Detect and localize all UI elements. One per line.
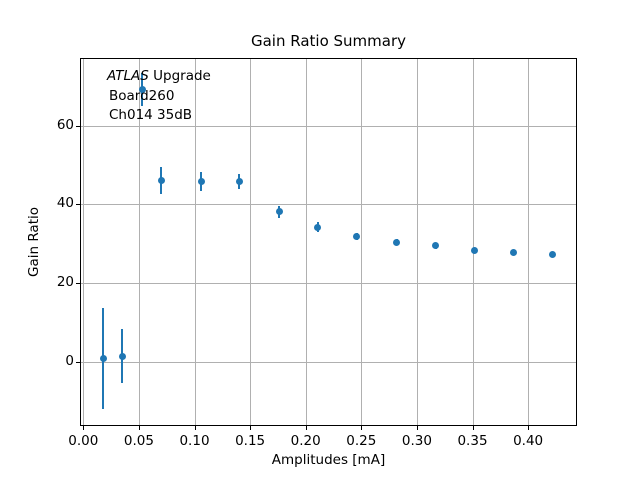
grid-line-vertical — [138, 58, 140, 426]
y-tick-label: 40 — [56, 195, 74, 212]
grid-line-vertical — [472, 58, 474, 426]
annotation-text: ATLAS Upgrade Board260 Ch014 35dB — [107, 67, 211, 126]
x-tick — [416, 426, 418, 430]
data-point-marker — [138, 86, 146, 93]
x-tick-label: 0.30 — [401, 433, 432, 449]
data-point-marker — [118, 352, 126, 360]
x-tick — [83, 426, 85, 430]
data-point-marker — [353, 233, 361, 240]
x-tick-label: 0.20 — [290, 433, 321, 449]
grid-line-vertical — [250, 58, 252, 426]
data-point-marker — [235, 178, 243, 186]
grid-line-horizontal — [80, 361, 577, 363]
grid-line-vertical — [416, 58, 418, 426]
x-tick-label: 0.05 — [123, 433, 154, 449]
grid-line-vertical — [528, 58, 530, 426]
data-point-marker — [393, 238, 401, 246]
y-tick — [76, 204, 80, 206]
data-point-marker — [99, 354, 107, 362]
data-point-marker — [471, 246, 479, 254]
data-point-marker — [432, 242, 440, 250]
y-tick — [76, 125, 80, 127]
grid-line-horizontal — [80, 125, 577, 127]
x-tick-label: 0.10 — [179, 433, 210, 449]
chart-title: Gain Ratio Summary — [250, 32, 407, 50]
x-tick-label: 0.35 — [457, 433, 488, 449]
x-axis-label: Amplitudes [mA] — [271, 452, 386, 468]
data-point-marker — [157, 177, 165, 185]
annotation-atlas-label: ATLAS — [107, 68, 149, 84]
data-point-marker — [275, 208, 283, 216]
x-tick-label: 0.15 — [235, 433, 266, 449]
y-tick-label: 0 — [65, 352, 74, 369]
x-tick — [528, 426, 530, 430]
x-tick — [472, 426, 474, 430]
x-tick — [194, 426, 196, 430]
data-point-marker — [549, 250, 556, 258]
annotation-line-2: Board260 — [109, 87, 175, 104]
grid-line-vertical — [305, 58, 307, 426]
y-tick — [76, 361, 80, 363]
annotation-line-3: Ch014 35dB — [109, 107, 193, 124]
grid-line-horizontal — [80, 282, 577, 284]
grid-line-vertical — [361, 58, 363, 426]
annotation-upgrade-label: Upgrade — [148, 68, 211, 84]
y-tick — [76, 282, 80, 284]
x-tick — [361, 426, 363, 430]
grid-line-vertical — [194, 58, 196, 426]
y-axis-label: Gain Ratio — [26, 207, 42, 277]
y-tick-label: 60 — [56, 116, 74, 133]
grid-line-horizontal — [80, 204, 577, 206]
x-tick-label: 0.25 — [346, 433, 377, 449]
x-tick — [138, 426, 140, 430]
x-tick-label: 0.40 — [513, 433, 544, 449]
x-tick — [250, 426, 252, 430]
x-tick — [305, 426, 307, 430]
y-tick-label: 20 — [56, 273, 74, 290]
data-point-marker — [314, 223, 322, 231]
data-point-marker — [197, 178, 205, 185]
annotation-line-1: ATLAS Upgrade — [107, 67, 211, 87]
plot-border — [80, 58, 577, 426]
x-tick-label: 0.00 — [68, 433, 99, 449]
grid-line-vertical — [83, 58, 85, 426]
data-point-marker — [510, 249, 518, 257]
